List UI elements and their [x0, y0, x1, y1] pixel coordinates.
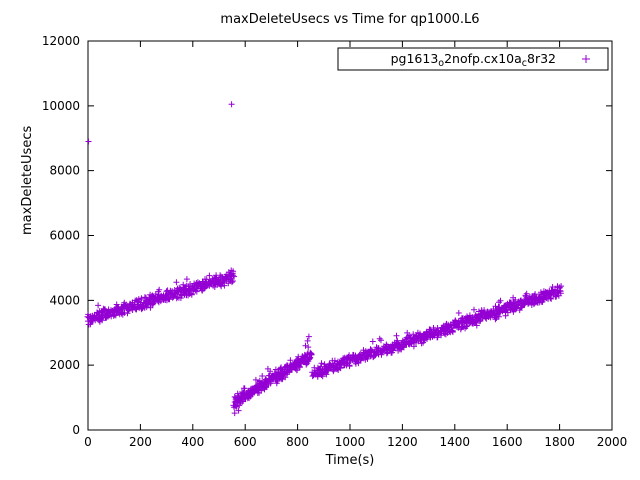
- axis-ticks: [87, 40, 613, 431]
- legend-box: [337, 47, 609, 71]
- data-points: [84, 101, 565, 417]
- x-axis-label: Time(s): [325, 453, 375, 468]
- x-tick-label: 200: [129, 435, 152, 449]
- x-tick-label: 1200: [387, 435, 418, 449]
- x-tick-label: 1400: [440, 435, 471, 449]
- x-tick-label: 800: [286, 435, 309, 449]
- x-tick-label: 1600: [492, 435, 523, 449]
- y-tick-label: 4000: [49, 293, 80, 307]
- chart-title: maxDeleteUsecs vs Time for qp1000.L6: [220, 12, 480, 27]
- x-tick-label: 2000: [597, 435, 628, 449]
- y-tick-label: 6000: [49, 229, 80, 243]
- x-tick-label: 400: [181, 435, 204, 449]
- x-tick-label: 0: [84, 435, 92, 449]
- y-tick-label: 8000: [49, 164, 80, 178]
- x-tick-label: 600: [234, 435, 257, 449]
- legend-label: pg1613o2nofp.cx10ac8r32: [391, 51, 556, 69]
- x-tick-label: 1000: [335, 435, 366, 449]
- x-tick-label: 1800: [544, 435, 575, 449]
- legend-marker-plus: [582, 55, 590, 63]
- y-tick-label: 10000: [42, 99, 80, 113]
- y-tick-label: 2000: [49, 358, 80, 372]
- y-tick-label: 0: [72, 423, 80, 437]
- y-tick-label: 12000: [42, 34, 80, 48]
- plot-border: [87, 40, 613, 431]
